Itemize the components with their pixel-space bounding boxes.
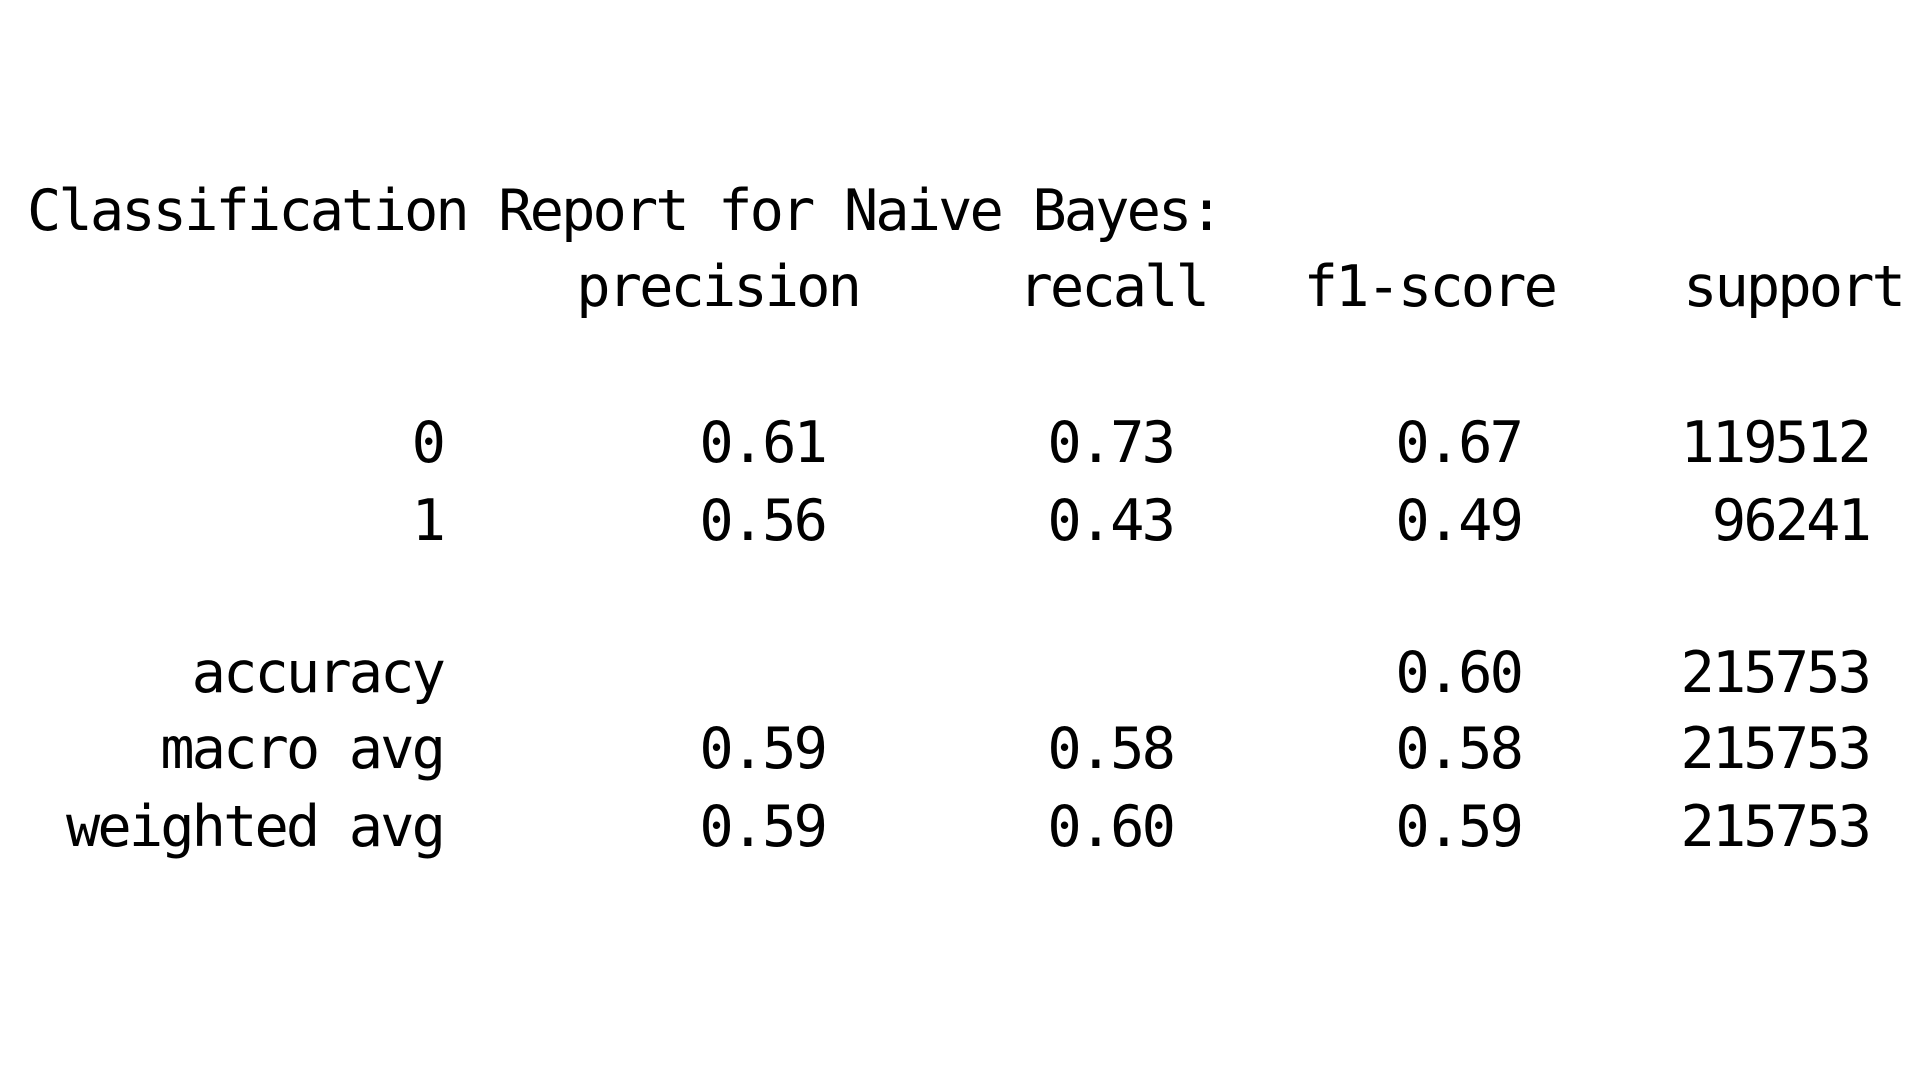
support-value: 119512 xyxy=(1680,410,1871,476)
recall-value: 0.73 xyxy=(1047,410,1176,476)
row-label: 0 xyxy=(411,410,446,476)
row-label: accuracy xyxy=(191,640,446,706)
precision-value: 0.56 xyxy=(699,488,828,554)
precision-value: 0.59 xyxy=(699,794,828,860)
row-label: weighted avg xyxy=(65,794,446,860)
header-support: support xyxy=(1683,254,1906,320)
header-precision: precision xyxy=(576,254,862,320)
header-row: precision recall f1-score support xyxy=(0,254,1920,330)
recall-value: 0.60 xyxy=(1047,794,1176,860)
support-value: 215753 xyxy=(1680,794,1871,860)
report-title: Classification Report for Naive Bayes: xyxy=(27,178,1224,244)
precision-value: 0.61 xyxy=(699,410,828,476)
f1-value: 0.58 xyxy=(1395,716,1524,782)
header-recall: recall xyxy=(1018,254,1209,320)
f1-value: 0.67 xyxy=(1395,410,1524,476)
recall-value: 0.58 xyxy=(1047,716,1176,782)
table-row: 1 0.56 0.43 0.49 96241 xyxy=(0,488,1920,564)
table-row: weighted avg 0.59 0.60 0.59 215753 xyxy=(0,794,1920,870)
support-value: 215753 xyxy=(1680,640,1871,706)
table-row: macro avg 0.59 0.58 0.58 215753 xyxy=(0,716,1920,792)
f1-value: 0.49 xyxy=(1395,488,1524,554)
table-row: 0 0.61 0.73 0.67 119512 xyxy=(0,410,1920,486)
recall-value: 0.43 xyxy=(1047,488,1176,554)
support-value: 96241 xyxy=(1711,488,1872,554)
f1-value: 0.60 xyxy=(1395,640,1524,706)
f1-value: 0.59 xyxy=(1395,794,1524,860)
support-value: 215753 xyxy=(1680,716,1871,782)
row-label: 1 xyxy=(411,488,446,554)
accuracy-row: accuracy 0.60 215753 xyxy=(0,640,1920,716)
header-f1-score: f1-score xyxy=(1303,254,1558,320)
row-label: macro avg xyxy=(160,716,446,782)
precision-value: 0.59 xyxy=(699,716,828,782)
